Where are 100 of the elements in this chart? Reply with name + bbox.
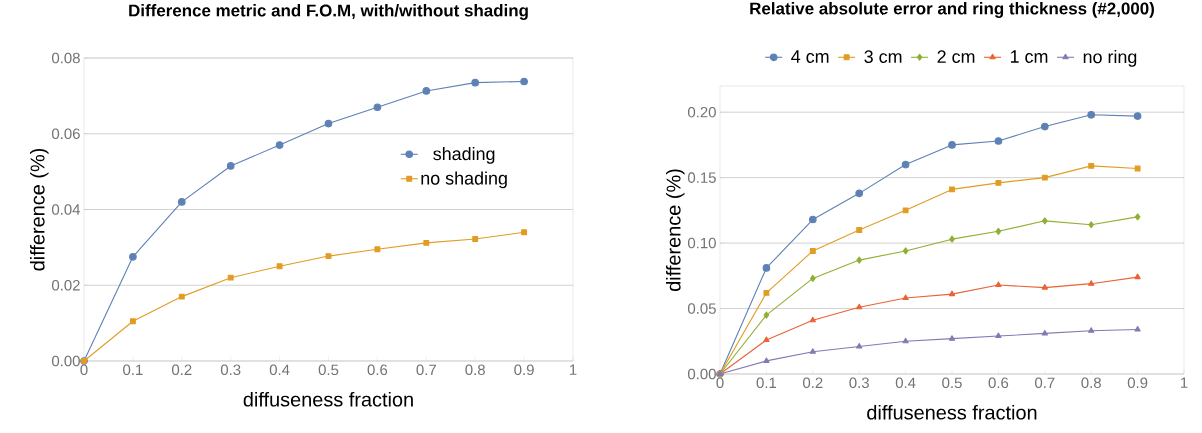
- point: [948, 335, 956, 341]
- point: [374, 246, 381, 253]
- point: [276, 263, 283, 270]
- y-tick-label: 0.20: [687, 106, 716, 118]
- x-axis-title: diffuseness fraction: [867, 404, 1037, 420]
- y-axis-title: difference (%): [666, 169, 685, 291]
- point: [809, 247, 816, 254]
- x-tick-label: 0.1: [756, 377, 777, 389]
- point: [422, 87, 431, 95]
- point: [325, 253, 332, 260]
- x-tick-label: 0.7: [1035, 377, 1055, 389]
- point: [1134, 325, 1141, 332]
- x-tick-label: 0.7: [416, 364, 436, 376]
- point: [521, 229, 528, 236]
- y-axis-title: difference (%): [29, 148, 49, 271]
- point: [178, 293, 185, 300]
- point: [1088, 221, 1095, 229]
- point: [995, 227, 1002, 235]
- x-tick-label: 0.8: [1081, 377, 1101, 389]
- legend-label: no ring: [1083, 50, 1137, 67]
- point: [856, 227, 863, 233]
- point: [275, 141, 284, 149]
- point: [856, 256, 863, 264]
- point: [1133, 112, 1142, 120]
- y-tick-label: 0.00: [51, 355, 80, 367]
- y-tick-label: 0.02: [51, 279, 80, 291]
- x-tick-label: 0: [80, 364, 88, 376]
- point: [902, 337, 909, 344]
- legend-label: no shading: [421, 171, 507, 189]
- point: [520, 77, 528, 86]
- point: [995, 179, 1002, 186]
- point: [763, 336, 770, 343]
- point: [810, 274, 816, 282]
- y-tick-label: 0.08: [51, 52, 80, 64]
- legend-label: shading: [433, 147, 495, 164]
- point: [808, 215, 817, 224]
- point: [809, 348, 816, 354]
- point: [1041, 174, 1048, 181]
- x-tick-label: 0.5: [318, 364, 339, 376]
- point: [856, 303, 863, 310]
- x-tick-label: 0.5: [942, 377, 962, 389]
- point: [763, 311, 770, 319]
- x-tick-label: 0.2: [171, 364, 192, 376]
- point: [324, 119, 333, 128]
- y-tick-label: 0.05: [687, 303, 716, 314]
- point: [901, 160, 910, 169]
- point: [1134, 273, 1141, 280]
- point: [1040, 122, 1049, 131]
- point: [1134, 213, 1141, 221]
- x-tick-label: 0.9: [514, 364, 534, 376]
- point: [994, 137, 1003, 145]
- legend-label: 1 cm: [1010, 50, 1048, 63]
- point: [902, 247, 909, 255]
- x-tick-label: 1: [1181, 377, 1188, 388]
- point: [763, 357, 770, 363]
- y-tick-label: 0.10: [687, 237, 716, 249]
- x-tick-label: 0.2: [803, 377, 823, 389]
- point: [855, 189, 864, 198]
- x-tick-label: 0.3: [849, 377, 869, 389]
- point: [1042, 217, 1048, 225]
- point: [949, 186, 955, 193]
- x-tick-label: 0.6: [988, 377, 1009, 389]
- x-tick-label: 0.4: [269, 364, 290, 376]
- x-axis-title: diffuseness fraction: [243, 391, 413, 407]
- point: [1041, 284, 1048, 290]
- x-tick-label: 0.1: [123, 364, 143, 376]
- point: [423, 239, 430, 246]
- point: [129, 252, 137, 261]
- y-tick-label: 0.04: [51, 204, 81, 215]
- x-tick-label: 0: [716, 377, 724, 389]
- chart-title: Relative absolute error and ring thickness (#2,000): [750, 2, 1154, 18]
- point: [1087, 110, 1096, 119]
- x-tick-label: 1: [569, 364, 577, 375]
- point: [902, 207, 909, 214]
- y-tick-label: 0.00: [687, 368, 716, 380]
- legend-label: 3 cm: [864, 50, 902, 63]
- x-tick-label: 0.8: [465, 364, 485, 376]
- x-tick-label: 0.6: [367, 364, 388, 376]
- point: [227, 274, 234, 281]
- x-tick-label: 0.9: [1127, 377, 1148, 389]
- point: [1041, 329, 1048, 336]
- point: [902, 294, 909, 301]
- point: [995, 281, 1002, 288]
- x-tick-label: 0.3: [220, 364, 241, 376]
- point: [177, 198, 186, 206]
- point: [856, 342, 863, 349]
- point: [948, 141, 956, 149]
- point: [1134, 165, 1141, 172]
- x-tick-label: 0.4: [895, 377, 916, 389]
- y-tick-label: 0.06: [51, 128, 80, 140]
- point: [762, 264, 771, 272]
- chart-title: Difference metric and F.O.M, with/without shading: [129, 4, 528, 20]
- point: [948, 290, 956, 297]
- point: [472, 236, 479, 242]
- legend-label: 2 cm: [937, 50, 975, 63]
- point: [949, 235, 955, 243]
- point: [809, 316, 816, 323]
- legend-label: 4 cm: [791, 50, 829, 63]
- point: [471, 78, 480, 87]
- point: [763, 289, 770, 296]
